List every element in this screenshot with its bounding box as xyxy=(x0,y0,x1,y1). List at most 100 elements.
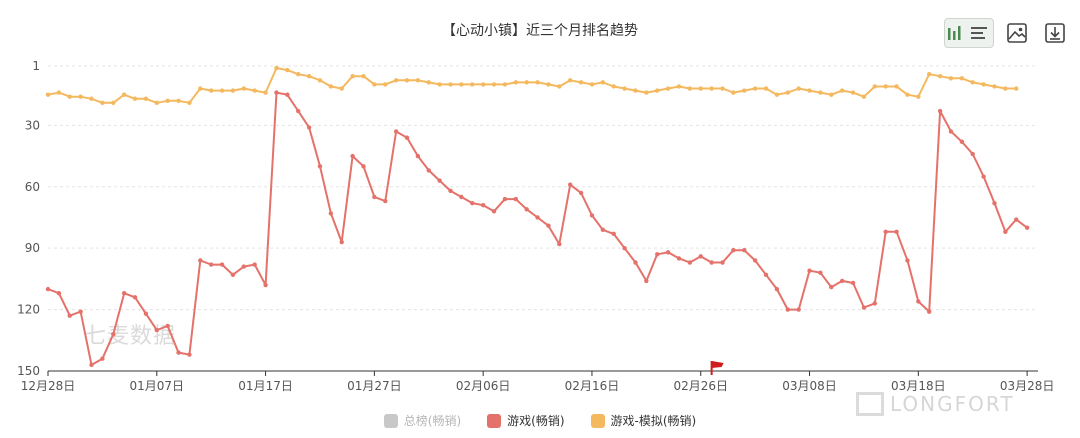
series-2-point xyxy=(546,82,551,87)
series-2-point xyxy=(970,80,975,85)
series-1-point xyxy=(132,295,138,300)
series-1-point xyxy=(578,190,584,196)
series-2-point xyxy=(100,100,105,106)
series-1-point xyxy=(383,198,388,204)
x-tick-label: 03月28日 xyxy=(1000,379,1055,393)
save-image-button[interactable] xyxy=(1002,18,1032,48)
series-1-point xyxy=(361,164,366,169)
series-1-point xyxy=(470,200,475,206)
series-2-point xyxy=(448,82,453,87)
series-2-point xyxy=(89,96,94,101)
series-1-point xyxy=(948,129,954,134)
series-2-point xyxy=(839,88,845,93)
series-2-point xyxy=(905,92,910,97)
series-2-point xyxy=(763,86,769,91)
legend-item-sim[interactable]: 游戏-模拟(畅销) xyxy=(590,412,696,429)
legend-item-games[interactable]: 游戏(畅销) xyxy=(487,412,565,429)
chart-view-toggle[interactable] xyxy=(944,18,994,48)
series-2-point xyxy=(883,84,888,89)
series-2-point xyxy=(132,96,138,101)
series-1-point xyxy=(393,129,399,134)
series-2-point xyxy=(372,82,377,87)
series-2-point xyxy=(143,96,149,101)
y-tick-label: 120 xyxy=(17,303,40,317)
series-2-point xyxy=(633,88,638,93)
series-1-point xyxy=(459,194,464,200)
x-tick-label: 03月08日 xyxy=(782,379,837,393)
series-1-point xyxy=(611,231,616,237)
series-1-point xyxy=(306,125,312,130)
series-1-point xyxy=(143,311,149,316)
series-2-point xyxy=(1014,86,1019,91)
series-2-point xyxy=(45,92,51,97)
series-2-point xyxy=(404,78,410,83)
series-2-point xyxy=(937,74,943,79)
series-2-point xyxy=(296,71,301,77)
series-1-point xyxy=(709,260,714,265)
series-2-point xyxy=(491,82,497,87)
series-1-point xyxy=(285,92,290,97)
series-2-point xyxy=(198,86,203,91)
series-line-2 xyxy=(47,67,1017,104)
series-1-point xyxy=(111,331,116,337)
series-1-point xyxy=(535,215,540,220)
series-2-point xyxy=(328,84,334,89)
series-2-point xyxy=(785,90,790,95)
series-2-point xyxy=(339,86,344,91)
series-2-point xyxy=(720,86,725,91)
legend-item-total[interactable]: 总榜(畅销) xyxy=(383,412,461,429)
legend-swatch-sim xyxy=(590,413,605,428)
series-2-point xyxy=(850,90,856,95)
y-tick-label: 90 xyxy=(25,241,40,255)
series-1-point xyxy=(600,227,606,232)
x-tick-label: 02月26日 xyxy=(673,379,728,393)
series-2-point xyxy=(807,88,812,93)
series-2-point xyxy=(916,94,921,99)
series-1-point xyxy=(905,258,910,263)
series-1-point xyxy=(67,313,72,318)
series-2-point xyxy=(796,86,801,91)
series-1-point xyxy=(415,153,421,159)
chart-title: 【心动小镇】近三个月排名趋势 xyxy=(442,23,638,39)
series-2-point xyxy=(78,94,83,99)
series-2-point xyxy=(176,98,181,103)
series-1-point xyxy=(448,188,453,194)
series-2-point xyxy=(513,80,519,85)
legend-label-games: 游戏(畅销) xyxy=(507,414,565,428)
series-2-point xyxy=(829,92,834,97)
series-1-point xyxy=(752,258,758,263)
series-1-point xyxy=(916,299,921,304)
logo-mark-icon xyxy=(856,392,884,416)
series-1-point xyxy=(208,262,214,267)
series-2-point xyxy=(948,76,954,81)
series-line-1 xyxy=(47,91,1028,366)
series-1-point xyxy=(513,196,519,202)
download-button[interactable] xyxy=(1040,18,1070,48)
series-1-point xyxy=(850,280,856,286)
series-1-point xyxy=(665,250,671,255)
series-2-point xyxy=(459,82,464,87)
series-1-point xyxy=(350,153,355,159)
series-2-point xyxy=(208,88,214,93)
series-1-point xyxy=(1003,229,1008,235)
series-1-point xyxy=(557,241,562,247)
series-2-point xyxy=(415,78,421,83)
series-2-point xyxy=(622,86,627,91)
flag-marker-icon[interactable] xyxy=(710,361,724,375)
series-1-point xyxy=(219,262,225,267)
series-2-point xyxy=(56,90,62,95)
x-tick-label: 02月16日 xyxy=(565,379,620,393)
series-1-point xyxy=(89,362,94,368)
series-2-point xyxy=(470,82,475,87)
x-tick-label: 01月07日 xyxy=(130,379,185,393)
series-2-point xyxy=(578,80,584,85)
series-1-point xyxy=(763,272,769,277)
y-tick-label: 60 xyxy=(25,180,40,194)
series-2-point xyxy=(752,86,758,91)
series-2-point xyxy=(187,100,192,106)
series-1-point xyxy=(437,178,442,183)
series-1-point xyxy=(480,202,486,208)
series-1-point xyxy=(687,260,693,265)
series-2-point xyxy=(285,67,290,73)
